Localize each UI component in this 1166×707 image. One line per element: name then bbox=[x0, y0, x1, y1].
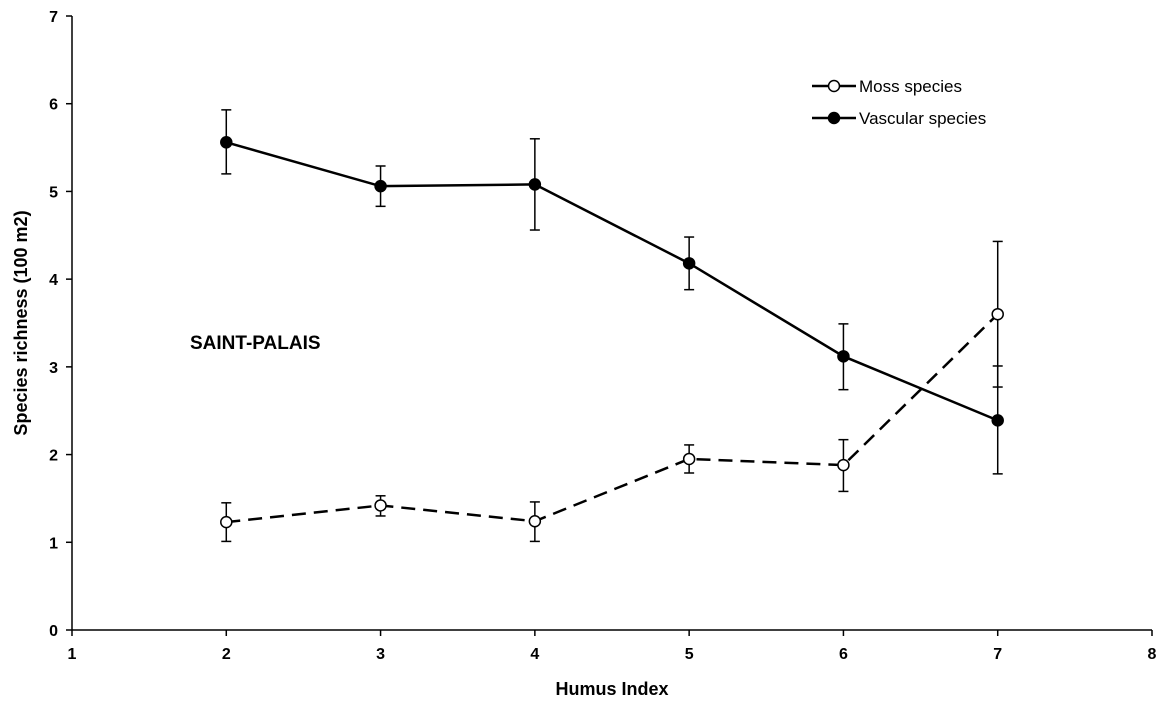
legend-label: Moss species bbox=[859, 77, 962, 96]
legend-marker bbox=[827, 111, 841, 125]
data-point bbox=[682, 452, 696, 466]
site-annotation: SAINT-PALAIS bbox=[190, 333, 321, 354]
x-axis-title: Humus Index bbox=[555, 679, 668, 699]
data-point bbox=[528, 514, 542, 528]
series-line bbox=[225, 141, 999, 422]
y-axis-title: Species richness (100 m2) bbox=[11, 210, 31, 435]
data-point bbox=[220, 515, 233, 529]
x-tick-label: 8 bbox=[1148, 646, 1157, 663]
legend-label: Vascular species bbox=[859, 109, 986, 128]
series-layer bbox=[220, 109, 1004, 543]
y-tick-label: 4 bbox=[49, 272, 58, 289]
data-point bbox=[682, 257, 696, 270]
data-point bbox=[991, 307, 1004, 321]
legend-item-moss: Moss species bbox=[812, 77, 962, 96]
x-tick-label: 1 bbox=[68, 646, 77, 663]
y-tick-label: 7 bbox=[49, 9, 58, 26]
y-tick-label: 1 bbox=[49, 535, 58, 552]
data-point bbox=[220, 136, 233, 149]
legend-item-vascular: Vascular species bbox=[812, 109, 986, 128]
series-vascular bbox=[220, 109, 1004, 475]
legend: Moss species Vascular species bbox=[812, 77, 986, 128]
x-tick-label: 4 bbox=[530, 646, 539, 663]
y-tick-label: 2 bbox=[49, 448, 58, 465]
series-line bbox=[226, 313, 999, 524]
data-point bbox=[374, 179, 387, 193]
y-tick-label: 0 bbox=[49, 623, 58, 640]
x-tick-label: 2 bbox=[222, 646, 231, 663]
x-tick-label: 6 bbox=[839, 646, 848, 663]
x-tick-label: 7 bbox=[993, 646, 1002, 663]
data-point bbox=[374, 499, 387, 512]
series-moss bbox=[220, 240, 1004, 543]
data-point bbox=[528, 178, 542, 191]
x-tick-label: 5 bbox=[685, 646, 694, 663]
data-point bbox=[837, 458, 850, 472]
data-point bbox=[837, 350, 850, 363]
y-tick-label: 3 bbox=[49, 360, 58, 377]
x-tick-label: 3 bbox=[376, 646, 385, 663]
legend-marker bbox=[827, 79, 841, 93]
y-tick-label: 6 bbox=[49, 97, 58, 114]
data-point bbox=[991, 414, 1004, 427]
y-tick-label: 5 bbox=[49, 184, 58, 201]
